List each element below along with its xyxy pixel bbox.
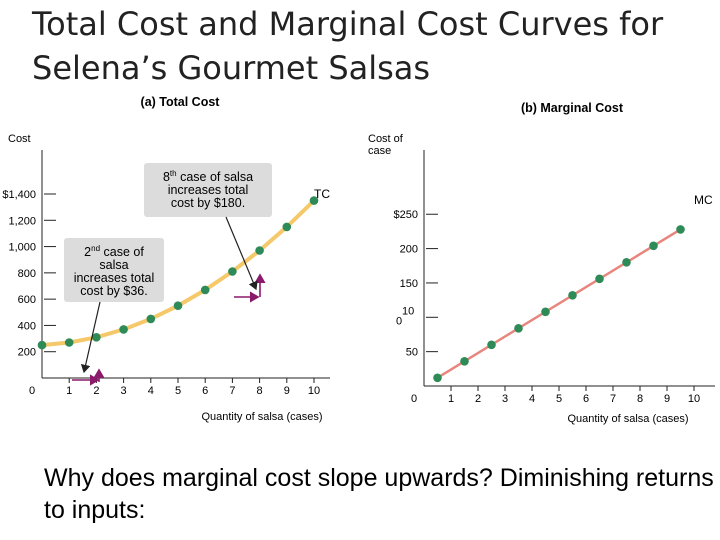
data-point — [37, 340, 47, 350]
data-point — [309, 196, 319, 205]
x-tick-label: 10 — [688, 393, 700, 405]
marginal-cost-y-axis-label: Cost of case — [368, 133, 404, 157]
second-case-pointer — [80, 301, 101, 374]
x-tick-label: 8 — [257, 385, 263, 397]
x-tick-label: 1 — [66, 385, 72, 397]
x-tick-label: 10 — [308, 385, 320, 397]
x-tick-label: 1 — [448, 393, 454, 405]
x-tick-label: 5 — [556, 393, 562, 405]
total-cost-x-axis-label: Quantity of salsa (cases) — [201, 411, 322, 423]
y-tick-label: $250 — [394, 209, 418, 221]
mc-curve — [434, 226, 685, 381]
x-tick-label: 6 — [583, 393, 589, 405]
data-point — [146, 314, 156, 324]
data-point — [541, 307, 550, 317]
eighth-case-annotation: 8th case of salsa increases total cost by … — [144, 163, 272, 291]
marginal-cost-chart-title: (b) Marginal Cost — [521, 101, 624, 115]
x-tick-label: 5 — [175, 385, 181, 397]
x-tick-label: 2 — [93, 385, 99, 397]
data-point — [622, 258, 631, 267]
x-tick-label: 6 — [202, 385, 208, 397]
data-point — [514, 324, 523, 333]
y-tick-label: $1,400 — [2, 189, 36, 201]
total-cost-chart-title: (a) Total Cost — [141, 95, 221, 109]
total-cost-y-axis-label: Cost — [8, 133, 31, 145]
x-tick-label: 7 — [229, 385, 235, 397]
total-cost-panel: (a) Total Cost Cost Quantity of salsa (c… — [2, 95, 330, 423]
data-point — [119, 325, 128, 334]
eighth-case-pointer — [225, 216, 258, 291]
x-tick-label: 7 — [610, 393, 616, 405]
y-tick-label: 1,200 — [8, 215, 36, 227]
data-point — [649, 241, 658, 251]
y-tick-label: 50 — [406, 347, 418, 359]
y-tick-label: 150 — [400, 278, 418, 290]
marginal-cost-x-axis-label: Quantity of salsa (cases) — [567, 413, 688, 425]
data-point — [568, 291, 577, 300]
y-tick-label: 200 — [400, 244, 418, 256]
y-tick-label: 400 — [18, 320, 36, 332]
data-point — [595, 274, 604, 284]
data-point — [487, 340, 496, 350]
data-point — [64, 338, 74, 347]
x-tick-label: 2 — [475, 393, 481, 405]
second-case-annotation: 2nd case of salsa increases total cost by $… — [64, 238, 164, 374]
y-tick-label: 200 — [18, 347, 36, 359]
data-point — [200, 285, 210, 295]
marginal-cost-panel: (b) Marginal Cost Cost of case Quantity o… — [368, 101, 715, 425]
x-tick-label: 3 — [121, 385, 127, 397]
tc-curve-label: TC — [314, 187, 330, 201]
y-tick-label: 600 — [18, 294, 36, 306]
data-point — [282, 222, 292, 232]
x-tick-label: 0 — [411, 393, 417, 405]
slide-title: Total Cost and Marginal Cost Curves for … — [32, 5, 664, 87]
x-tick-label: 0 — [29, 385, 35, 397]
y-tick-label: 800 — [18, 268, 36, 280]
x-tick-label: 9 — [664, 393, 670, 405]
x-tick-label: 9 — [284, 385, 290, 397]
data-point — [92, 333, 101, 342]
y-tick-label: 1,000 — [8, 242, 36, 254]
data-point — [460, 357, 469, 366]
data-point — [228, 267, 237, 276]
y-tick-label: 10 0 — [396, 305, 414, 327]
x-tick-label: 3 — [502, 393, 508, 405]
x-tick-label: 4 — [529, 393, 535, 405]
data-point — [173, 301, 183, 311]
data-point — [255, 246, 264, 255]
mc-curve-label: MC — [694, 193, 713, 207]
slide-question: Why does marginal cost slope upwards? Di… — [44, 464, 714, 524]
data-point — [676, 225, 685, 234]
data-point — [433, 373, 442, 383]
x-tick-label: 8 — [637, 393, 643, 405]
x-tick-label: 4 — [148, 385, 154, 397]
